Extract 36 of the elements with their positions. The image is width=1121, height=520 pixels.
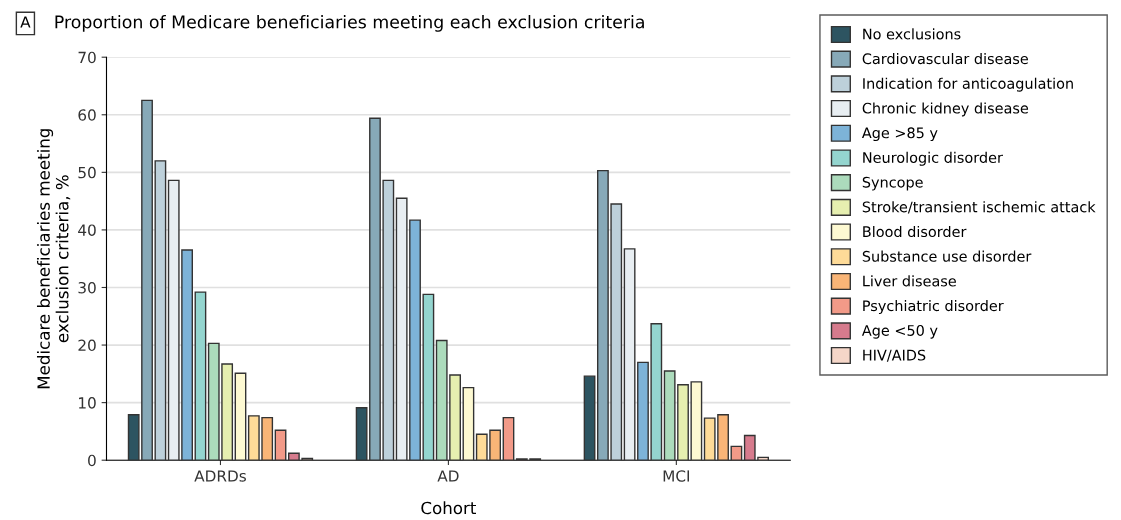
y-tick-label: 70: [78, 51, 96, 64]
legend-label: Age >85 y: [861, 127, 938, 142]
x-axis-title: Cohort: [421, 501, 476, 515]
legend-label: Age <50 y: [861, 324, 938, 339]
x-tick-label: AD: [437, 470, 459, 482]
bar: [730, 445, 743, 461]
legend-label: Cardiovascular disease: [862, 53, 1028, 65]
legend-label: Syncope: [862, 176, 923, 191]
legend-label: Neurologic disorder: [863, 151, 1003, 166]
chart-title: Proportion of Medicare beneficiaries meeting each exclusion criteria: [55, 15, 644, 32]
legend-label: Chronic kidney disease: [862, 102, 1029, 117]
x-tick-label: ADRDs: [194, 470, 246, 482]
bar: [502, 416, 515, 461]
legend-label: Liver disease: [863, 275, 956, 287]
y-tick-label: 40: [78, 224, 96, 236]
bar: [274, 429, 287, 461]
y-axis-title: Medicare beneficiaries meeting exclusion criteria, %: [36, 129, 71, 389]
bar: [234, 372, 247, 461]
legend-label: Substance use disorder: [862, 250, 1032, 262]
y-tick-label: 20: [78, 339, 96, 352]
text: A: [20, 16, 31, 28]
legend-label: Blood disorder: [863, 225, 967, 238]
legend-label: No exclusions: [863, 28, 961, 40]
legend-label: Stroke/transient ischemic attack: [862, 201, 1096, 214]
legend-label: Psychiatric disorder: [863, 300, 1004, 314]
y-tick-label: 30: [78, 281, 96, 294]
x-tick-label: MCI: [663, 470, 690, 482]
legend-label: HIV/AIDS: [863, 349, 926, 362]
y-tick-label: 60: [78, 109, 96, 121]
y-tick-label: 50: [78, 166, 96, 179]
bar: [462, 386, 475, 461]
bar: [583, 375, 596, 461]
legend-label: Indication for anticoagulation: [863, 77, 1073, 92]
y-tick-label: 10: [79, 397, 96, 409]
bar: [194, 291, 207, 461]
y-tick-label: 0: [88, 454, 96, 467]
